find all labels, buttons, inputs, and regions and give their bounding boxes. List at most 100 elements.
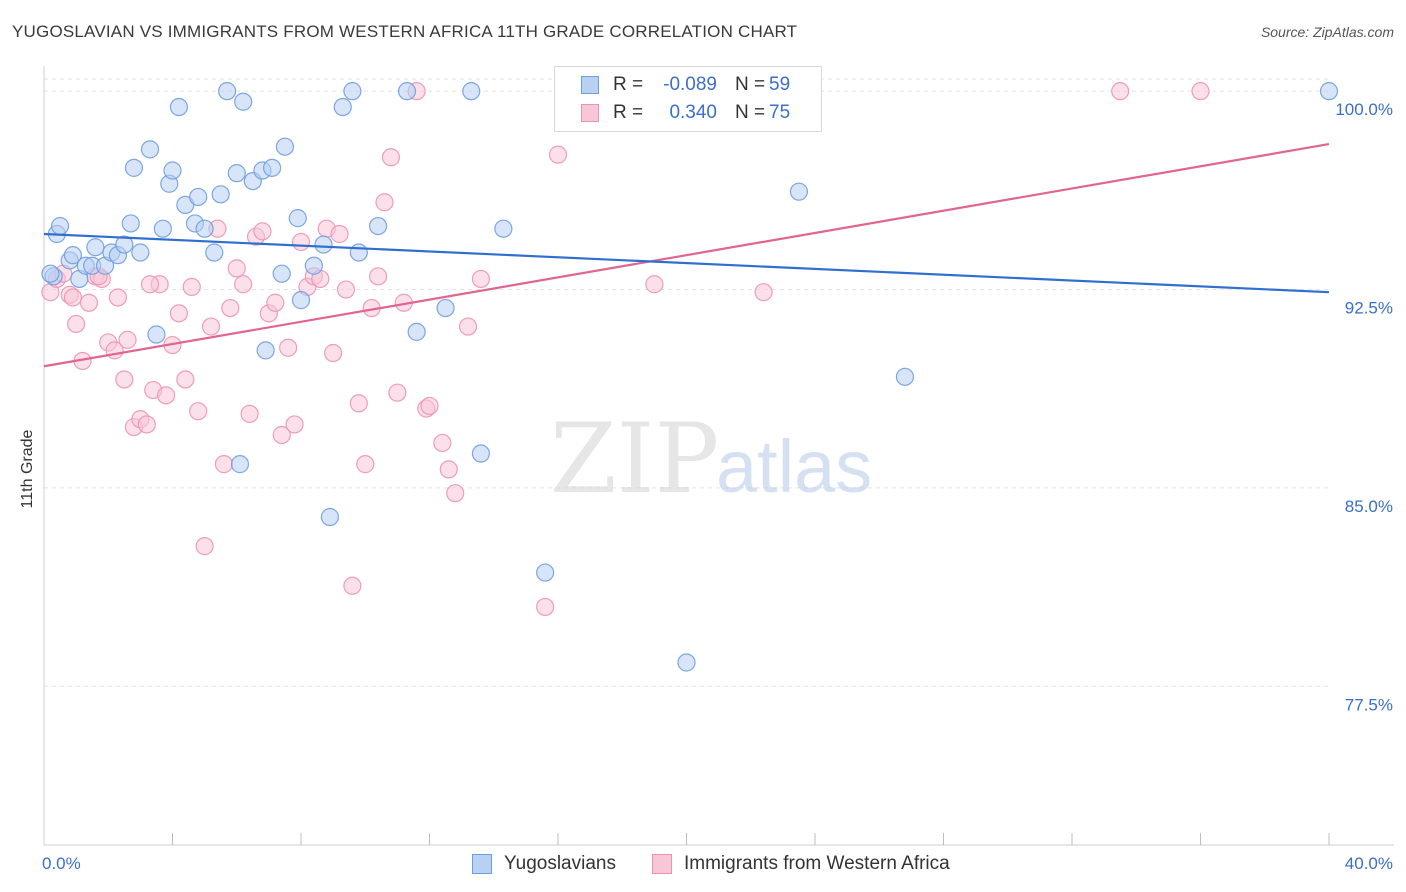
watermark: ZIP atlas xyxy=(550,403,872,515)
y-tick-label: 77.5% xyxy=(1345,695,1393,714)
data-point-yugoslavian xyxy=(195,219,214,238)
data-point-yugoslavian xyxy=(262,158,282,177)
data-point-yugoslavian xyxy=(494,219,513,238)
data-point-yugoslavian xyxy=(436,298,455,318)
legend-swatch-blue xyxy=(472,854,492,874)
data-point-yugoslavian xyxy=(536,563,555,582)
y-axis-label: 11th Grade xyxy=(19,429,36,509)
data-point-western-africa xyxy=(156,386,176,405)
data-point-western-africa xyxy=(115,370,134,389)
stats-swatch-pink xyxy=(581,104,599,122)
data-point-western-africa xyxy=(118,330,137,349)
data-point-western-africa xyxy=(471,269,490,289)
data-point-yugoslavian xyxy=(63,246,83,265)
stats-row-blue: R = -0.089 N = 59 xyxy=(555,71,821,99)
data-point-yugoslavian xyxy=(189,187,208,207)
data-point-yugoslavian xyxy=(895,367,915,386)
data-point-western-africa xyxy=(201,317,221,336)
data-point-yugoslavian xyxy=(320,507,340,527)
data-point-western-africa xyxy=(240,404,259,423)
stats-n-label: N = xyxy=(735,102,766,123)
data-point-western-africa xyxy=(189,402,208,421)
data-point-yugoslavian xyxy=(121,214,140,233)
data-point-western-africa xyxy=(266,293,285,312)
x-tick-label: 0.0% xyxy=(42,854,81,873)
data-point-western-africa xyxy=(221,298,240,318)
data-point-western-africa xyxy=(140,275,160,294)
data-point-yugoslavian xyxy=(288,209,307,228)
data-point-western-africa xyxy=(182,277,201,296)
data-point-yugoslavian xyxy=(397,82,417,101)
data-point-yugoslavian xyxy=(163,161,182,180)
data-point-western-africa xyxy=(369,267,388,286)
data-point-yugoslavian xyxy=(153,219,172,238)
data-point-yugoslavian xyxy=(124,158,144,177)
data-point-western-africa xyxy=(381,148,401,167)
axes xyxy=(43,66,1394,846)
stats-row-pink: R = 0.340 N = 75 xyxy=(555,99,821,127)
legend-swatch-pink xyxy=(652,854,672,874)
data-point-yugoslavian xyxy=(140,140,160,159)
trend-lines xyxy=(43,142,1330,368)
data-point-yugoslavian xyxy=(211,185,230,204)
data-point-western-africa xyxy=(1111,82,1130,101)
y-axis-label-wrap: 11th Grade xyxy=(8,400,48,560)
data-point-western-africa xyxy=(1191,82,1210,101)
data-point-western-africa xyxy=(214,455,233,474)
stats-n-value: 75 xyxy=(769,102,791,123)
data-point-western-africa xyxy=(137,415,156,434)
data-point-western-africa xyxy=(446,484,465,503)
data-point-yugoslavian xyxy=(169,97,189,117)
data-point-yugoslavian xyxy=(677,653,696,672)
stats-box: R = -0.089 N = 59 R = 0.340 N = 75 xyxy=(554,66,822,132)
data-point-western-africa xyxy=(336,280,356,299)
data-point-yugoslavian xyxy=(407,322,426,341)
data-point-western-africa xyxy=(343,576,362,595)
trend-line-yugoslavian xyxy=(43,232,1330,294)
chart-source: Source: ZipAtlas.com xyxy=(1260,24,1394,40)
data-point-yugoslavian xyxy=(115,235,134,254)
data-point-western-africa xyxy=(536,597,555,617)
data-point-western-africa xyxy=(279,338,298,357)
data-point-western-africa xyxy=(67,314,86,334)
data-point-yugoslavian xyxy=(272,264,291,283)
data-point-yugoslavian xyxy=(218,82,237,101)
data-point-western-africa xyxy=(176,370,195,389)
data-point-yugoslavian xyxy=(314,235,333,254)
data-point-yugoslavian xyxy=(471,444,490,463)
legend-label: Yugoslavians xyxy=(504,853,616,874)
data-point-western-africa xyxy=(234,275,253,294)
data-point-yugoslavian xyxy=(205,243,224,262)
data-point-yugoslavian xyxy=(131,243,150,262)
legend-label: Immigrants from Western Africa xyxy=(684,853,950,874)
data-point-yugoslavian xyxy=(275,137,295,156)
data-point-yugoslavian xyxy=(86,238,105,257)
data-point-western-africa xyxy=(388,383,407,402)
data-point-western-africa xyxy=(420,396,439,416)
pink-points xyxy=(41,82,1210,617)
y-tick-label: 85.0% xyxy=(1345,497,1393,516)
data-point-yugoslavian xyxy=(291,291,311,310)
watermark-zip: ZIP xyxy=(550,403,719,515)
data-point-yugoslavian xyxy=(50,216,70,236)
data-point-western-africa xyxy=(548,145,568,164)
chart-title: YUGOSLAVIAN VS IMMIGRANTS FROM WESTERN A… xyxy=(12,22,798,41)
data-point-western-africa xyxy=(458,317,478,336)
data-point-yugoslavian xyxy=(333,97,352,117)
y-tick-label: 100.0% xyxy=(1335,100,1393,119)
stats-swatch-blue xyxy=(581,76,599,94)
data-point-western-africa xyxy=(63,288,83,307)
data-point-western-africa xyxy=(754,283,773,302)
data-point-western-africa xyxy=(324,343,343,363)
trend-line-western-africa xyxy=(43,142,1330,368)
data-point-western-africa xyxy=(356,455,375,474)
data-point-yugoslavian xyxy=(349,243,368,262)
x-tick-label: 40.0% xyxy=(1345,854,1393,873)
data-point-western-africa xyxy=(645,275,664,294)
data-point-yugoslavian xyxy=(304,256,323,275)
data-point-yugoslavian xyxy=(369,216,388,236)
data-point-yugoslavian xyxy=(227,164,246,183)
data-point-yugoslavian xyxy=(230,455,250,474)
data-point-western-africa xyxy=(79,293,99,312)
